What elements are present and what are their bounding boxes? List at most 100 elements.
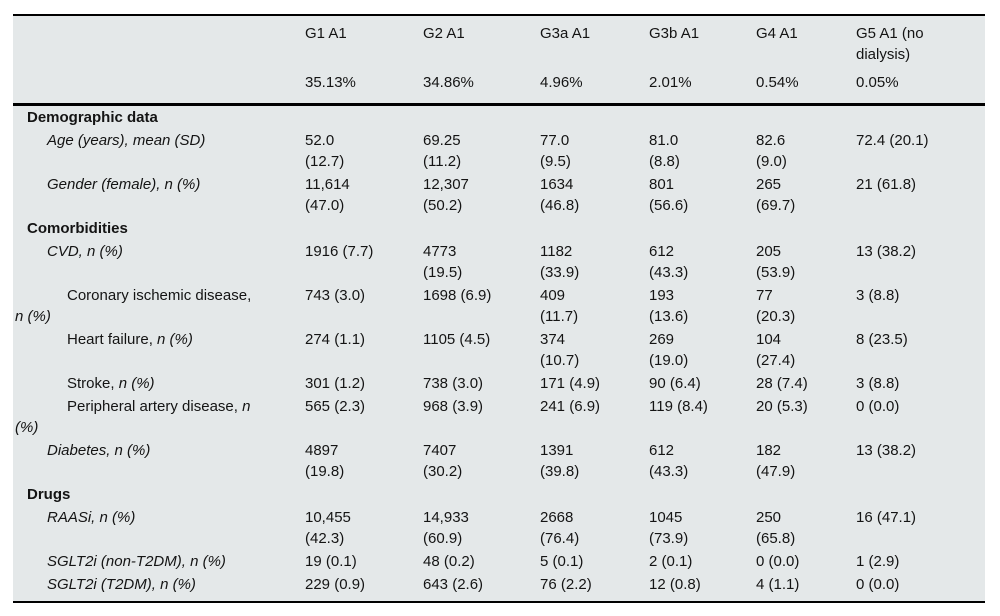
value-cell: 7407 (30.2) xyxy=(423,442,463,480)
row-label-part: n xyxy=(242,398,251,415)
value-cell: 90 (6.4) xyxy=(649,375,701,392)
paper-table-container: G1 A1 G2 A1 G3a A1 G3b A1 G4 A1 G5 A1 (no dia… xyxy=(13,14,985,603)
value-cell: 28 (7.4) xyxy=(756,375,808,392)
row-label-part: Heart failure, xyxy=(67,331,158,348)
value-cell: 1182 (33.9) xyxy=(540,243,580,281)
value-cell: 3 (8.8) xyxy=(856,287,900,304)
row-label-part: CVD, n (%) xyxy=(47,243,123,260)
row-label-part: Coronary ischemic disease, xyxy=(67,287,252,304)
value-cell: 0 (0.0) xyxy=(756,553,800,570)
row-label: Age (years), mean (SD) xyxy=(13,129,305,173)
value-cell: 643 (2.6) xyxy=(423,576,484,593)
value-cell: 801 (56.6) xyxy=(649,176,689,214)
demographics-comorbidities-table: G1 A1 G2 A1 G3a A1 G3b A1 G4 A1 G5 A1 (no dia… xyxy=(13,14,985,603)
corner-cell xyxy=(13,15,305,66)
value-cell: 2 (0.1) xyxy=(649,553,693,570)
value-cell: 11,614 (47.0) xyxy=(305,176,350,214)
value-cell: 48 (0.2) xyxy=(423,553,475,570)
row-label: SGLT2i (T2DM), n (%) xyxy=(13,573,305,602)
value-cell: 4897 (19.8) xyxy=(305,442,345,480)
section-row: Demographic data xyxy=(13,105,985,130)
row-label: SGLT2i (non-T2DM), n (%) xyxy=(13,550,305,573)
table-row: Stroke, n (%) 301 (1.2) 738 (3.0) 171 (4.9)… xyxy=(13,372,985,395)
value-cell: 77 (20.3) xyxy=(756,287,796,325)
value-cell: 81.0 (8.8) xyxy=(649,132,680,170)
value-cell: 1045 (73.9) xyxy=(649,509,689,547)
value-cell: 241 (6.9) xyxy=(540,398,601,415)
row-label-part: Peripheral artery disease, xyxy=(67,398,243,415)
row-label-part: Age (years), mean (SD) xyxy=(47,132,206,149)
value-cell: 1 (2.9) xyxy=(856,553,900,570)
row-label-part: (%) xyxy=(15,419,39,436)
value-cell: 16 (47.1) xyxy=(856,509,917,526)
value-cell: 3 (8.8) xyxy=(856,375,900,392)
table-row: SGLT2i (non-T2DM), n (%) 19 (0.1) 48 (0.2)… xyxy=(13,550,985,573)
value-cell: 171 (4.9) xyxy=(540,375,601,392)
value-cell: 0 (0.0) xyxy=(856,398,900,415)
section-heading: Comorbidities xyxy=(27,220,128,237)
value-cell: 10,455 (42.3) xyxy=(305,509,351,547)
value-cell: 738 (3.0) xyxy=(423,375,484,392)
value-cell: 274 (1.1) xyxy=(305,331,366,348)
section-heading: Demographic data xyxy=(27,109,158,126)
column-percent: 0.05% xyxy=(856,74,899,91)
value-cell: 5 (0.1) xyxy=(540,553,584,570)
value-cell: 374 (10.7) xyxy=(540,331,580,369)
row-label-part: Gender (female), n (%) xyxy=(47,176,201,193)
value-cell: 205 (53.9) xyxy=(756,243,796,281)
value-cell: 72.4 (20.1) xyxy=(856,132,929,149)
column-header: G1 A1 xyxy=(305,25,347,42)
value-cell: 13 (38.2) xyxy=(856,243,917,260)
value-cell: 21 (61.8) xyxy=(856,176,917,193)
column-header: G3a A1 xyxy=(540,25,591,42)
table-body: Demographic data Age (years), mean (SD) 52… xyxy=(13,105,985,603)
value-cell: 0 (0.0) xyxy=(856,576,900,593)
row-label-part: Diabetes, n (%) xyxy=(47,442,151,459)
value-cell: 52.0 (12.7) xyxy=(305,132,345,170)
value-cell: 69.25 (11.2) xyxy=(423,132,462,170)
table-row: Coronary ischemic disease, n (%) 743 (3.0… xyxy=(13,284,985,328)
row-label: Heart failure, n (%) xyxy=(13,328,305,372)
value-cell: 1634 (46.8) xyxy=(540,176,580,214)
value-cell: 409 (11.7) xyxy=(540,287,579,325)
value-cell: 612 (43.3) xyxy=(649,243,689,281)
corner-cell xyxy=(13,66,305,105)
column-percent: 2.01% xyxy=(649,74,692,91)
value-cell: 14,933 (60.9) xyxy=(423,509,469,547)
value-cell: 4 (1.1) xyxy=(756,576,800,593)
value-cell: 119 (8.4) xyxy=(649,398,708,415)
value-cell: 1105 (4.5) xyxy=(423,331,491,348)
column-header: G2 A1 xyxy=(423,25,465,42)
row-label: Peripheral artery disease, n (%) xyxy=(13,395,305,439)
table-row: CVD, n (%) 1916 (7.7) 4773 (19.5) 1182 (33.… xyxy=(13,240,985,284)
value-cell: 269 (19.0) xyxy=(649,331,689,369)
row-label-part: SGLT2i (T2DM), n (%) xyxy=(47,576,196,593)
row-label: Stroke, n (%) xyxy=(13,372,305,395)
value-cell: 4773 (19.5) xyxy=(423,243,463,281)
value-cell: 301 (1.2) xyxy=(305,375,366,392)
row-label-part: n (%) xyxy=(15,308,51,325)
value-cell: 20 (5.3) xyxy=(756,398,808,415)
table-row: RAASi, n (%) 10,455 (42.3) 14,933 (60.9) 26… xyxy=(13,506,985,550)
column-name-row: G1 A1 G2 A1 G3a A1 G3b A1 G4 A1 G5 A1 (no dia… xyxy=(13,15,985,66)
column-percent: 4.96% xyxy=(540,74,583,91)
row-label-part: n (%) xyxy=(118,375,155,392)
table-row: Heart failure, n (%) 274 (1.1) 1105 (4.5) 3… xyxy=(13,328,985,372)
value-cell: 565 (2.3) xyxy=(305,398,366,415)
value-cell: 182 (47.9) xyxy=(756,442,796,480)
table-row: Gender (female), n (%) 11,614 (47.0) 12,30… xyxy=(13,173,985,217)
value-cell: 12 (0.8) xyxy=(649,576,701,593)
section-row: Comorbidities xyxy=(13,217,985,240)
section-heading: Drugs xyxy=(27,486,71,503)
row-label-part: n (%) xyxy=(157,331,193,348)
row-label-part: RAASi, n (%) xyxy=(47,509,136,526)
value-cell: 968 (3.9) xyxy=(423,398,484,415)
row-label: Gender (female), n (%) xyxy=(13,173,305,217)
row-label: RAASi, n (%) xyxy=(13,506,305,550)
section-row: Drugs xyxy=(13,483,985,506)
table-row: Age (years), mean (SD) 52.0 (12.7) 69.25 (… xyxy=(13,129,985,173)
value-cell: 250 (65.8) xyxy=(756,509,796,547)
value-cell: 1698 (6.9) xyxy=(423,287,492,304)
value-cell: 13 (38.2) xyxy=(856,442,917,459)
row-label: Coronary ischemic disease, n (%) xyxy=(13,284,305,328)
